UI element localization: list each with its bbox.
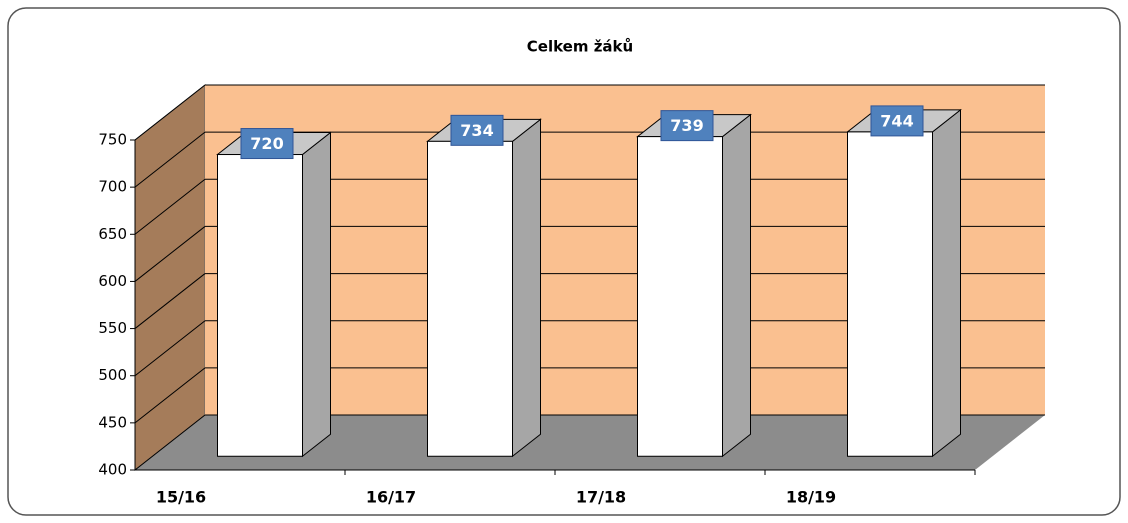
grid-line (134, 414, 206, 471)
grid-line (134, 226, 206, 282)
data-label: 734 (460, 121, 493, 140)
data-label: 744 (880, 111, 913, 130)
grid-line (134, 131, 206, 188)
y-tick-label: 700 (98, 178, 127, 196)
bar (217, 154, 303, 457)
x-tick-label: 18/19 (786, 488, 836, 507)
x-tick-label: 15/16 (156, 488, 206, 507)
x-tick-label: 17/18 (576, 488, 626, 507)
grid-line (134, 178, 206, 235)
back-wall (205, 85, 1045, 415)
bar (427, 140, 513, 457)
x-tick-label: 16/17 (366, 488, 416, 507)
y-tick-label: 450 (98, 413, 127, 431)
floor (135, 415, 1045, 470)
y-tick-label: 500 (98, 366, 127, 384)
grid-line (134, 273, 206, 329)
y-tick-label: 650 (98, 225, 127, 243)
y-tick-label: 400 (98, 461, 127, 479)
grid-line (134, 320, 206, 377)
bar-side (722, 113, 751, 458)
bar (637, 136, 723, 457)
y-tick-label: 550 (98, 319, 127, 337)
y-tick-label: 750 (98, 131, 127, 149)
data-label-box (870, 105, 924, 137)
data-label-box (240, 128, 294, 160)
bar-side (512, 118, 541, 458)
side-wall (134, 83, 206, 472)
data-label: 739 (670, 116, 703, 135)
bar-side (302, 131, 331, 458)
grid-line (134, 84, 206, 141)
bar (847, 131, 933, 457)
grid-line (134, 367, 206, 424)
data-label: 720 (250, 134, 283, 153)
data-label-box (660, 110, 714, 142)
chart-title: Celkem žáků (527, 38, 633, 56)
bar-side (932, 108, 961, 458)
y-tick-label: 600 (98, 272, 127, 290)
data-label-box (450, 114, 504, 146)
